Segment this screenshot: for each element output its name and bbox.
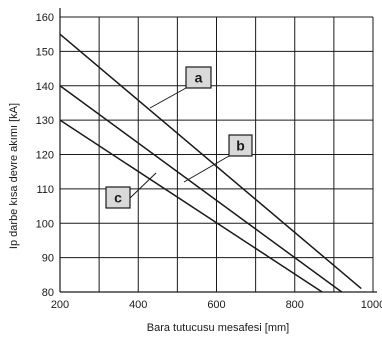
- callout-leader-b: [183, 155, 230, 183]
- series-callouts: a b c: [105, 66, 253, 209]
- y-tick-labels: 80 90 100 110 120 130 140 150 160: [36, 12, 54, 299]
- x-tick-label: 1000: [361, 299, 382, 311]
- grid: [60, 16, 374, 292]
- x-tick-label: 400: [129, 299, 147, 311]
- callout-leader-a: [149, 87, 187, 109]
- callout-box-c: [105, 186, 131, 209]
- y-axis-label: Ip darbe kısa devre akımı [kA]: [8, 103, 20, 249]
- series-line-a: [59, 33, 362, 290]
- y-tick-label: 140: [36, 81, 54, 93]
- series-lines: [59, 33, 362, 293]
- callout-label-b: b: [236, 138, 245, 154]
- x-tick-label: 800: [286, 299, 304, 311]
- callout-leader-c: [129, 172, 157, 199]
- y-tick-label: 150: [36, 46, 54, 58]
- y-tick-label: 100: [36, 218, 54, 230]
- callout-box-a: [185, 66, 212, 89]
- y-tick-label: 110: [36, 184, 54, 196]
- series-line-b: [59, 85, 343, 293]
- x-axis-label: Bara tutucusu mesafesi [mm]: [147, 322, 289, 334]
- y-tick-label: 130: [36, 115, 54, 127]
- x-tick-label: 600: [207, 299, 225, 311]
- y-tick-label: 80: [42, 287, 54, 299]
- y-tick-label: 90: [42, 253, 54, 265]
- y-tick-label: 120: [36, 150, 54, 162]
- series-line-c: [59, 119, 323, 293]
- callout-box-b: [228, 134, 253, 157]
- callout-label-a: a: [195, 70, 203, 86]
- axes: [59, 8, 377, 293]
- callout-label-c: c: [114, 190, 122, 206]
- x-tick-labels: 200 400 600 800 1000: [51, 299, 382, 311]
- y-tick-label: 160: [36, 12, 54, 24]
- x-tick-label: 200: [51, 299, 69, 311]
